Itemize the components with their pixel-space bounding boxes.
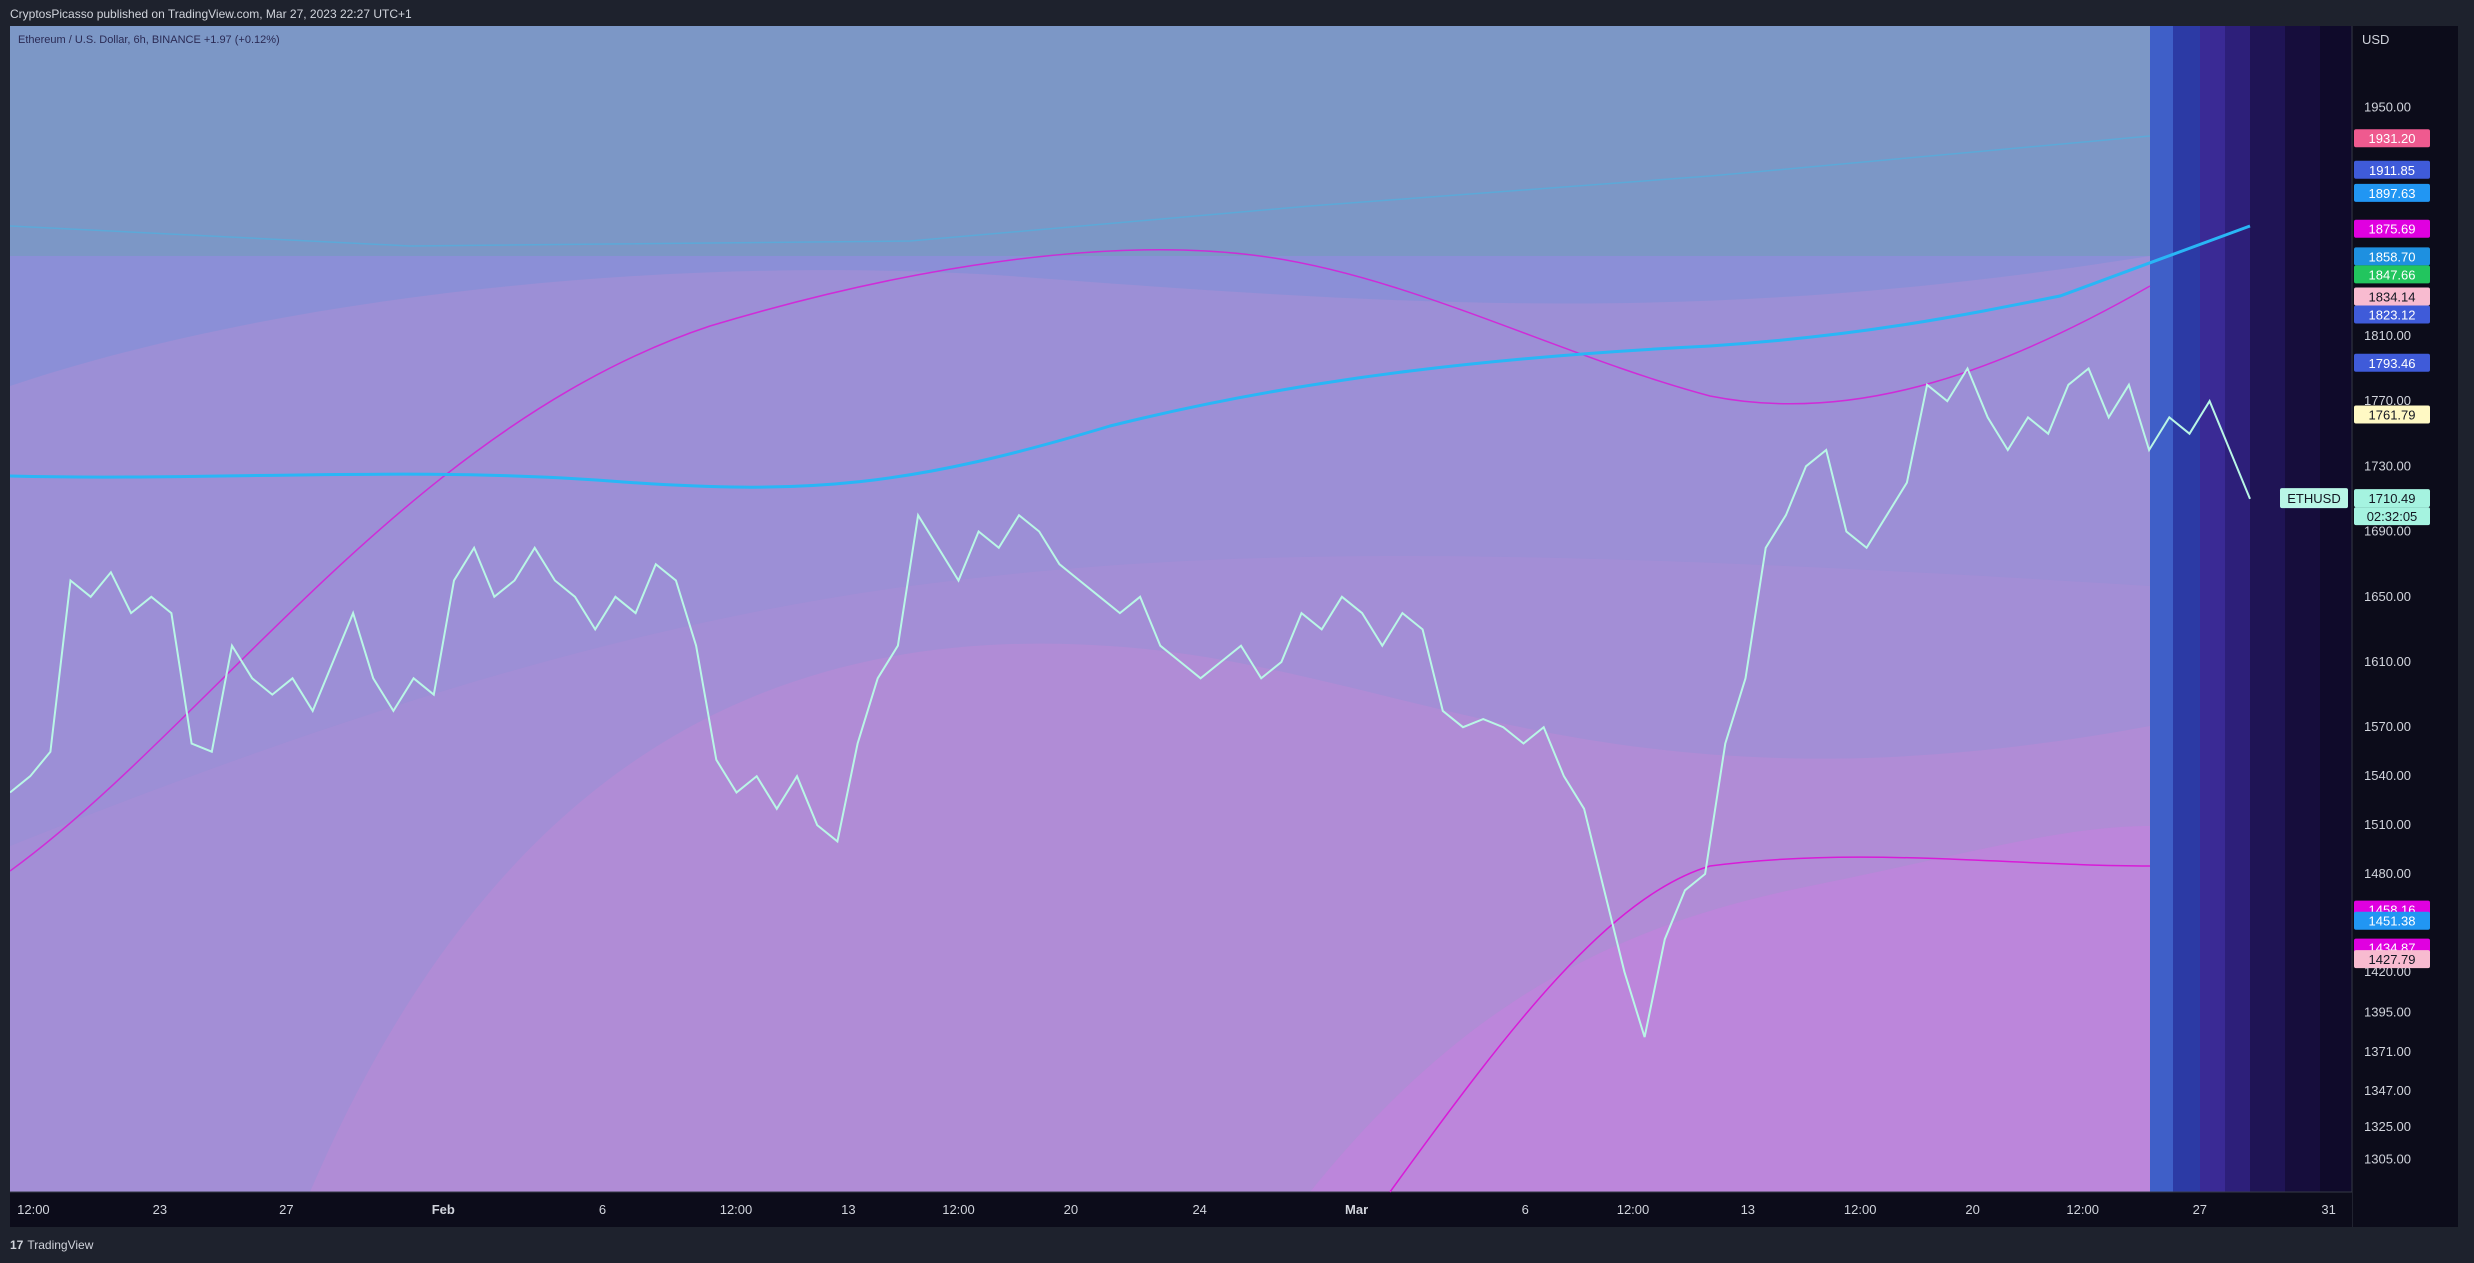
- footer-bar: 17 TradingView: [0, 1227, 2474, 1263]
- price-marker-label: 1858.70: [2369, 249, 2416, 264]
- price-marker-tag: [2354, 305, 2430, 324]
- price-marker-label: 1427.79: [2369, 952, 2416, 967]
- x-tick-label: 27: [279, 1202, 293, 1217]
- cloud-band-upper: [10, 26, 2150, 386]
- projection-zone-3: [2225, 26, 2250, 1192]
- countdown-label: 02:32:05: [2367, 509, 2418, 524]
- cloud-edge-line: [10, 135, 2151, 247]
- y-tick-label: 1690.00: [2364, 524, 2411, 539]
- price-marker-tag: [2354, 405, 2430, 424]
- price-marker-tag: [2354, 911, 2430, 930]
- y-tick-label: 1325.00: [2364, 1119, 2411, 1134]
- tradingview-logo[interactable]: 17 TradingView: [10, 1238, 93, 1252]
- x-tick-label: 6: [599, 1202, 606, 1217]
- chart-svg[interactable]: USD 1305.00 1325.00 1347.00 1371.00 1395.00 14…: [10, 26, 2458, 1227]
- symbol-tag: [2280, 488, 2348, 509]
- x-tick-label: 12:00: [942, 1202, 975, 1217]
- price-marker-label: 1793.46: [2369, 356, 2416, 371]
- price-marker-tag: [2354, 160, 2430, 179]
- projection-zone-1: [2173, 26, 2200, 1192]
- y-tick-label: 1730.00: [2364, 458, 2411, 473]
- chart-area[interactable]: USD 1305.00 1325.00 1347.00 1371.00 1395.00 14…: [10, 26, 2458, 1227]
- price-marker-label: 1875.69: [2369, 222, 2416, 237]
- published-bar: CryptosPicasso published on TradingView.…: [0, 0, 2474, 26]
- projection-zone-5: [2285, 26, 2320, 1192]
- projection-zone-6: [2320, 26, 2352, 1192]
- price-marker-label: 1897.63: [2369, 186, 2416, 201]
- y-tick-label: 1570.00: [2364, 719, 2411, 734]
- y-tick-label: 1950.00: [2364, 100, 2411, 115]
- price-marker-label: 1710.49: [2369, 491, 2416, 506]
- price-marker-tag: [2354, 129, 2430, 148]
- projection-zone-4: [2250, 26, 2285, 1192]
- magenta-band: [1310, 826, 2150, 1192]
- price-marker-tag: [2354, 489, 2430, 508]
- x-tick-label: 13: [1741, 1202, 1755, 1217]
- symbol-tag-label: ETHUSD: [2287, 491, 2340, 506]
- y-tick-label: 1510.00: [2364, 817, 2411, 832]
- magenta-ma-lower: [1389, 856, 2151, 1193]
- x-tick-label: 12:00: [2066, 1202, 2099, 1217]
- price-marker-tag: [2354, 219, 2430, 238]
- price-line: [10, 366, 2251, 1038]
- price-marker-tag: [2354, 287, 2430, 306]
- x-tick-label: 12:00: [720, 1202, 753, 1217]
- x-tick-label: 13: [841, 1202, 855, 1217]
- price-marker-label: 1911.85: [2369, 163, 2415, 178]
- price-marker-tag: [2354, 183, 2430, 202]
- x-tick-label: 24: [1192, 1202, 1206, 1217]
- y-tick-label: 1371.00: [2364, 1044, 2411, 1059]
- x-tick-label: 6: [1522, 1202, 1529, 1217]
- tv-logo-mark: 17: [10, 1238, 24, 1252]
- x-tick-label: 23: [153, 1202, 167, 1217]
- currency-label: USD: [2362, 32, 2389, 47]
- x-tick-label: Mar: [1345, 1202, 1368, 1217]
- x-tick-label: 20: [1064, 1202, 1078, 1217]
- x-tick-label: 31: [2321, 1202, 2335, 1217]
- price-marker-tag: [2354, 353, 2430, 372]
- blue-ma: [10, 224, 2251, 489]
- price-marker-label: 1823.12: [2369, 308, 2416, 323]
- price-marker-label: 1451.38: [2369, 914, 2416, 929]
- projection-zone-0: [2150, 26, 2173, 1192]
- y-tick-label: 1395.00: [2364, 1005, 2411, 1020]
- x-tick-label: 12:00: [17, 1202, 50, 1217]
- countdown-tag: [2354, 507, 2430, 526]
- price-marker-label: 1761.79: [2369, 408, 2416, 423]
- x-tick-label: 27: [2193, 1202, 2207, 1217]
- price-marker-tag: [2354, 950, 2430, 969]
- x-tick-label: 12:00: [1617, 1202, 1650, 1217]
- time-axis-panel: [10, 1192, 2352, 1227]
- price-marker-label: 1847.66: [2369, 267, 2416, 282]
- y-tick-label: 1810.00: [2364, 328, 2411, 343]
- y-tick-label: 1305.00: [2364, 1151, 2411, 1166]
- x-tick-label: 12:00: [1844, 1202, 1877, 1217]
- y-tick-label: 1650.00: [2364, 589, 2411, 604]
- price-marker-label: 1931.20: [2369, 131, 2416, 146]
- projection-zone-2: [2200, 26, 2225, 1192]
- symbol-legend[interactable]: Ethereum / U.S. Dollar, 6h, BINANCE +1.9…: [18, 34, 280, 46]
- y-tick-label: 1610.00: [2364, 654, 2411, 669]
- price-marker-tag: [2354, 265, 2430, 284]
- tv-brand: TradingView: [27, 1238, 94, 1252]
- published-text: CryptosPicasso published on TradingView.…: [10, 7, 412, 21]
- x-tick-label: Feb: [432, 1202, 455, 1217]
- y-tick-label: 1540.00: [2364, 768, 2411, 783]
- y-tick-label: 1480.00: [2364, 866, 2411, 881]
- magenta-ma: [10, 249, 2151, 872]
- price-marker-tag: [2354, 247, 2430, 266]
- x-tick-label: 20: [1965, 1202, 1979, 1217]
- price-marker-label: 1834.14: [2369, 290, 2416, 305]
- y-tick-label: 1347.00: [2364, 1083, 2411, 1098]
- y-tick-label: 1770.00: [2364, 393, 2411, 408]
